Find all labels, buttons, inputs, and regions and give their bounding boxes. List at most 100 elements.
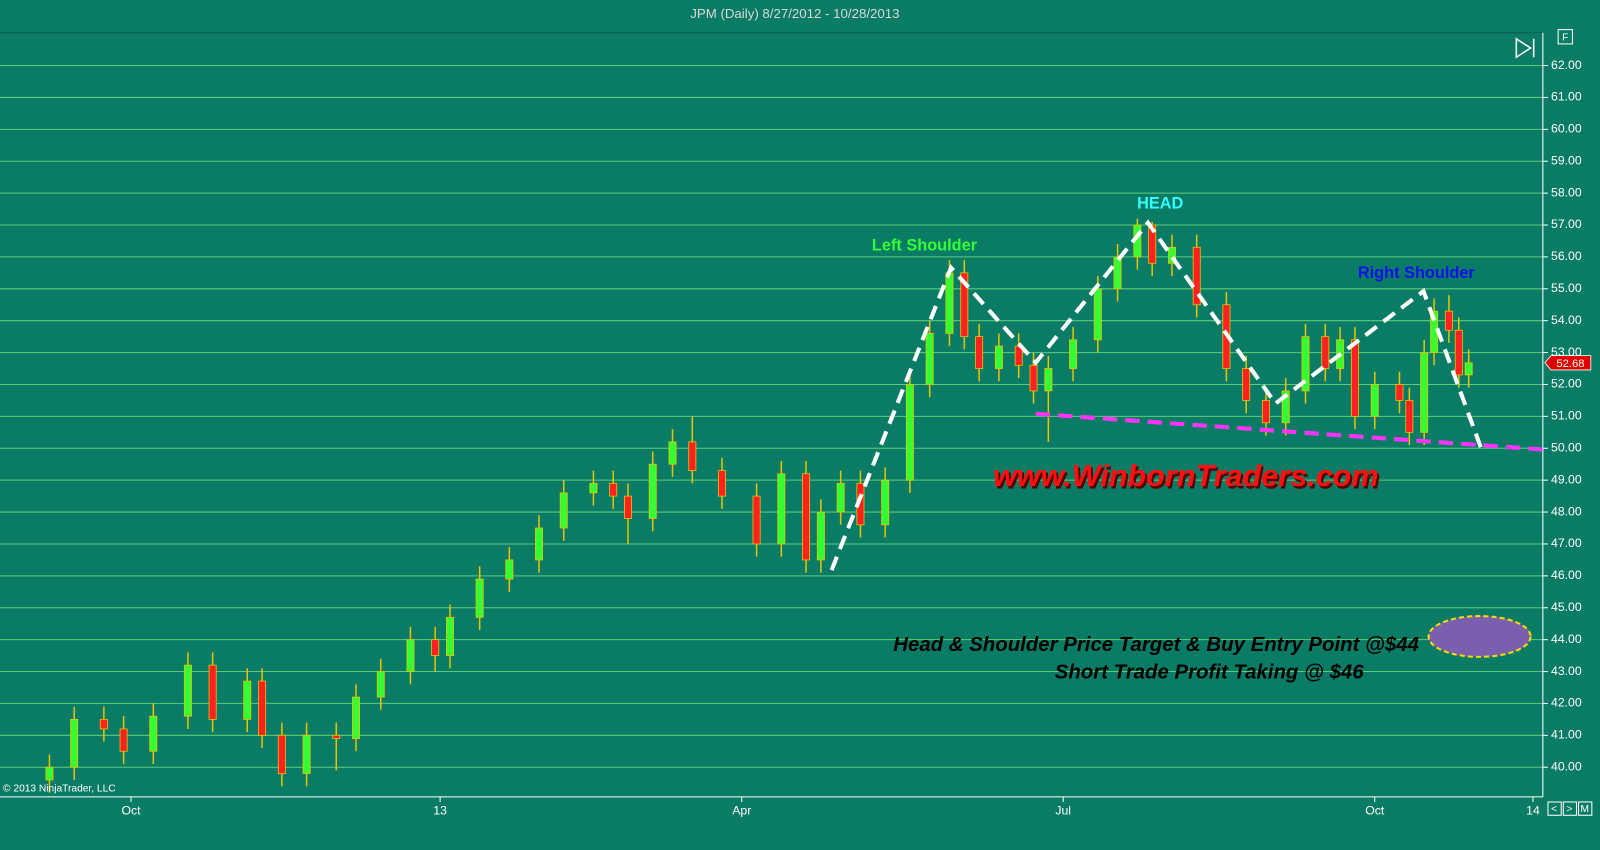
y-tick-label: 47.00 (1551, 536, 1582, 550)
right-shoulder-label: Right Shoulder (1358, 264, 1476, 282)
candle-body (99, 718, 108, 730)
format-button-label[interactable]: F (1562, 33, 1568, 44)
y-tick-label: 44.00 (1551, 632, 1582, 646)
left-shoulder-label: Left Shoulder (872, 237, 978, 255)
candle-body (431, 639, 440, 656)
candle-body (777, 473, 786, 545)
candle-body (802, 473, 811, 561)
neckline (1035, 411, 1544, 452)
website-label: www.WinbornTraders.com (993, 459, 1379, 493)
format-button[interactable] (1557, 29, 1573, 45)
candle-body (1242, 368, 1251, 401)
candle-body (1395, 384, 1404, 401)
y-tick-label: 54.00 (1551, 313, 1582, 327)
candle-body (994, 345, 1003, 369)
y-tick-label: 61.00 (1551, 90, 1582, 104)
candle-body (1301, 336, 1310, 392)
candle-body (505, 559, 514, 580)
copyright: © 2013 NinjaTrader, LLC (3, 783, 116, 794)
head-label: HEAD (1137, 195, 1183, 213)
candle-body (1321, 336, 1330, 369)
candle-body (668, 441, 677, 465)
candle-body (1281, 390, 1290, 424)
candle-body (277, 734, 286, 775)
x-tick-label: Jul (1055, 803, 1071, 817)
candle-body (609, 482, 618, 497)
candle-body (376, 671, 385, 698)
candle-body (70, 718, 79, 768)
candle-body (183, 664, 192, 717)
candle-body (975, 336, 984, 369)
menu-button-label[interactable]: M (1580, 804, 1588, 815)
candle-body (1405, 400, 1414, 433)
y-tick-label: 59.00 (1551, 153, 1582, 167)
scroll-end-icon[interactable] (1515, 37, 1535, 59)
y-tick-label: 49.00 (1551, 472, 1582, 486)
x-tick-label: 13 (433, 803, 447, 817)
candle-body (717, 470, 726, 497)
y-tick-label: 60.00 (1551, 122, 1582, 136)
grid (0, 65, 1543, 768)
y-tick-label: 55.00 (1551, 281, 1582, 295)
y-tick-label: 50.00 (1551, 441, 1582, 455)
candle-body (589, 482, 598, 494)
candle-body (302, 734, 311, 775)
candle-body (1069, 339, 1078, 369)
candle-body (208, 664, 217, 720)
candle-body (559, 492, 568, 529)
y-tick-label: 41.00 (1551, 728, 1582, 742)
candle-body (925, 333, 934, 385)
candle-body (332, 734, 341, 739)
candle-body (1113, 256, 1122, 290)
candle-body (45, 766, 54, 781)
candles (45, 218, 1473, 793)
profit-label: Short Trade Profit Taking @ $46 (1055, 662, 1365, 684)
candle-body (1148, 224, 1157, 264)
candle-body (688, 441, 697, 472)
candle-body (1093, 288, 1102, 341)
y-tick-label: 58.00 (1551, 185, 1582, 199)
last-price-label: 52.68 (1556, 358, 1584, 370)
next-button-label[interactable]: > (1566, 804, 1572, 815)
candle-body (352, 696, 361, 739)
candle-body (406, 639, 415, 672)
menu-button[interactable] (1578, 801, 1593, 816)
candle-body (1464, 362, 1473, 376)
candle-body (1167, 246, 1176, 264)
candle-body (119, 728, 128, 752)
candle-body (1454, 329, 1463, 376)
y-tick-label: 40.00 (1551, 759, 1582, 773)
y-tick-label: 48.00 (1551, 504, 1582, 518)
candle-body (1370, 384, 1379, 417)
prev-button[interactable] (1547, 801, 1562, 816)
chart-title: JPM (Daily) 8/27/2012 - 10/28/2013 (690, 6, 899, 21)
candle-body (1420, 352, 1429, 433)
x-tick-label: Oct (122, 803, 142, 817)
candle-body (149, 715, 158, 752)
candle-body (1261, 400, 1270, 424)
website-shadow: www.WinbornTraders.com (995, 461, 1381, 495)
last-price-marker (1544, 355, 1592, 371)
candle-body (243, 680, 252, 720)
x-tick-label: Apr (732, 803, 751, 817)
y-tick-label: 51.00 (1551, 409, 1582, 423)
target-ellipse (1427, 615, 1532, 658)
y-tick-label: 42.00 (1551, 696, 1582, 710)
candle-body (1350, 339, 1359, 417)
candle-body (905, 384, 914, 481)
candle-body (535, 527, 543, 561)
prev-button-label[interactable]: < (1551, 804, 1557, 815)
candle-body (1044, 368, 1053, 392)
y-tick-label: 57.00 (1551, 217, 1582, 231)
candle-body (816, 511, 825, 561)
y-tick-label: 56.00 (1551, 249, 1582, 263)
y-tick-label: 62.00 (1551, 58, 1582, 72)
candle-body (258, 680, 267, 736)
candle-body (752, 495, 761, 545)
candle-body (1444, 310, 1453, 331)
candle-body (446, 616, 454, 656)
candle-body (1192, 246, 1201, 306)
next-button[interactable] (1562, 801, 1578, 816)
